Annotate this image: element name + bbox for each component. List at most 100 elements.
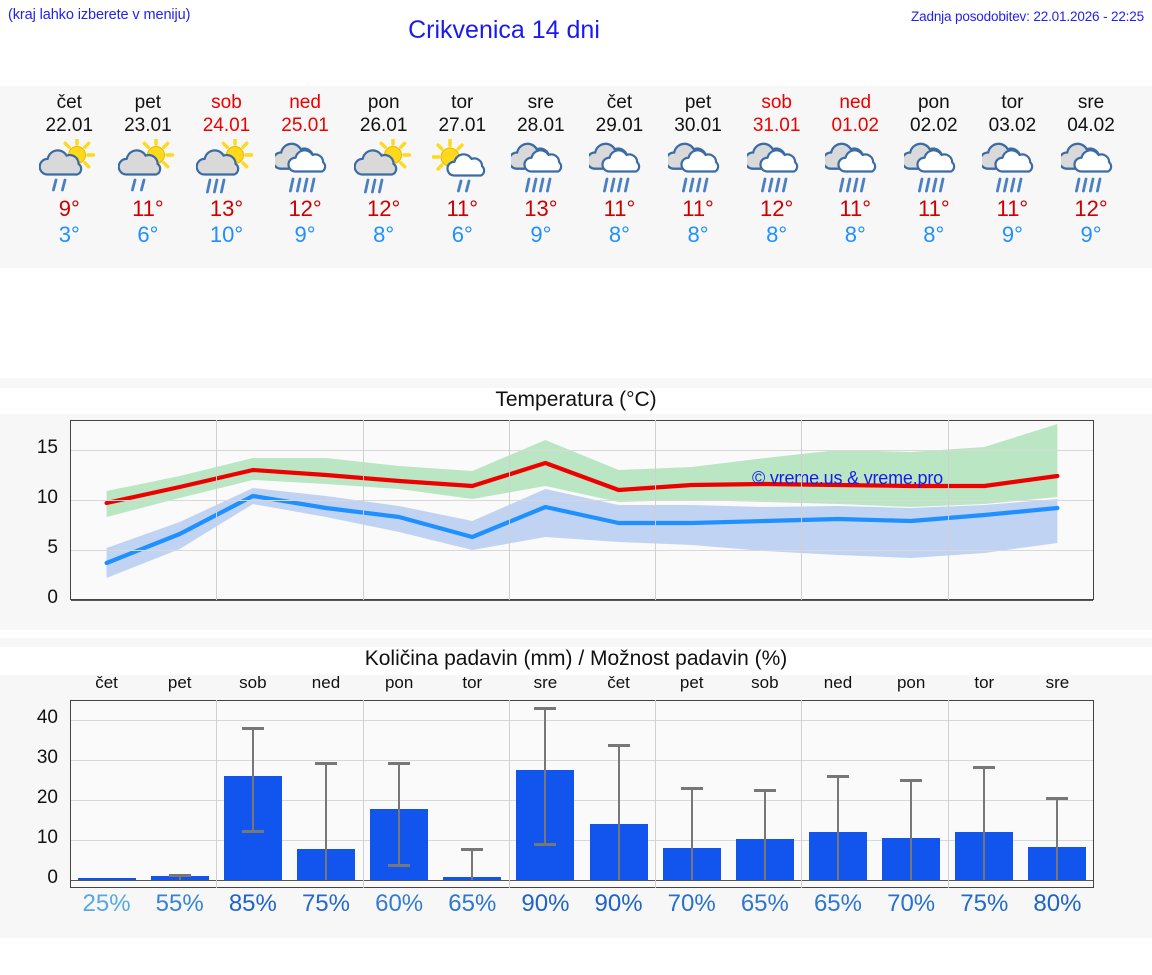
precipitation-error-cap-top — [315, 762, 337, 766]
page-title: Crikvenica 14 dni — [408, 16, 600, 44]
cloud-rain-icon — [746, 139, 807, 195]
day-column-24-01[interactable]: sob 24.01 13° 10° — [187, 86, 266, 268]
precipitation-day-label: pon — [384, 673, 414, 692]
day-of-week-label: pet — [134, 92, 162, 113]
temperature-zero-axis — [71, 600, 1093, 601]
precipitation-error-bar — [690, 786, 693, 880]
temperature-vertical-gridline — [801, 420, 803, 600]
precipitation-error-bar — [837, 774, 839, 880]
day-column-28-01[interactable]: sre 28.01 13° 9° — [502, 86, 581, 268]
day-column-25-01[interactable]: ned 25.01 12° 9° — [266, 86, 345, 268]
temperature-gridline — [71, 550, 1093, 551]
precipitation-day-label: pet — [167, 673, 192, 692]
precipitation-vertical-gridline — [508, 700, 510, 888]
precipitation-probability-label: 60% — [375, 890, 424, 917]
precipitation-probability-label: 85% — [228, 890, 277, 917]
day-column-29-01[interactable]: čet 29.01 11° 8° — [580, 86, 659, 268]
day-date-label: 28.01 — [517, 115, 565, 136]
precipitation-error-cap-top — [827, 774, 849, 778]
day-min-temp: 8° — [766, 222, 788, 247]
precipitation-chart-title: Količina padavin (mm) / Možnost padavin … — [0, 647, 1152, 675]
day-date-label: 01.02 — [831, 115, 879, 136]
cloud-rain-icon — [903, 139, 964, 195]
precipitation-vertical-gridline — [362, 700, 364, 888]
day-column-27-01[interactable]: tor 27.01 11° 6° — [423, 86, 502, 268]
day-column-31-01[interactable]: sob 31.01 12° 8° — [737, 86, 816, 268]
watermark-text: © vreme.us & vreme.pro — [752, 468, 943, 488]
precipitation-error-cap-top — [534, 706, 557, 710]
day-min-temp: 9° — [1001, 222, 1023, 247]
day-column-22-01[interactable]: čet 22.01 9° 3° — [30, 86, 109, 268]
day-date-label: 04.02 — [1067, 115, 1115, 136]
precipitation-gridline — [71, 880, 1093, 881]
precipitation-error-bar — [1056, 797, 1059, 880]
precipitation-vertical-gridline — [655, 700, 657, 888]
day-column-03-02[interactable]: tor 03.02 11° 9° — [973, 86, 1052, 268]
precipitation-error-cap-top — [241, 727, 264, 731]
daily-forecast-strip: čet 22.01 9° 3° pet 23.01 11° 6° sob 24.01 13° 1… — [0, 86, 1152, 268]
precipitation-chart: Količina padavin (mm) / Možnost padavin … — [0, 638, 1152, 938]
day-min-temp: 6° — [137, 222, 159, 247]
precipitation-day-label: sre — [1045, 673, 1070, 692]
sun-cloud-light-rain-icon — [39, 139, 99, 195]
temperature-y-tick: 5 — [47, 537, 58, 558]
cloud-rain-icon — [589, 139, 649, 195]
day-column-04-02[interactable]: sre 04.02 12° 9° — [1052, 86, 1131, 268]
precipitation-error-cap-top — [680, 786, 703, 790]
precipitation-probability-label: 65% — [813, 890, 862, 917]
precipitation-day-label: sre — [533, 673, 558, 692]
precipitation-day-label: tor — [974, 673, 995, 692]
precipitation-gridline — [71, 760, 1093, 761]
temperature-y-tick: 15 — [36, 437, 58, 458]
day-of-week-label: ned — [839, 92, 872, 113]
precipitation-gridline — [71, 800, 1093, 801]
cloud-rain-icon — [275, 139, 335, 195]
day-min-temp: 8° — [608, 222, 630, 247]
precipitation-probability-label: 70% — [667, 890, 716, 917]
precipitation-y-tick: 10 — [36, 827, 58, 848]
day-max-temp: 13° — [524, 196, 558, 221]
precipitation-bar[interactable] — [77, 878, 136, 880]
cloud-rain-icon — [982, 139, 1042, 195]
day-column-23-01[interactable]: pet 23.01 11° 6° — [109, 86, 188, 268]
cloud-rain-icon — [668, 139, 728, 195]
day-of-week-label: pet — [684, 92, 712, 113]
precipitation-vertical-gridline — [947, 700, 949, 888]
day-column-26-01[interactable]: pon 26.01 12° 8° — [344, 86, 423, 268]
precipitation-error-bar — [471, 848, 474, 880]
precipitation-error-cap-bottom — [241, 829, 264, 833]
precipitation-day-label: tor — [462, 673, 483, 692]
temperature-vertical-gridline — [508, 420, 510, 600]
precipitation-probability-label: 25% — [82, 890, 131, 917]
day-date-label: 23.01 — [124, 115, 172, 136]
day-of-week-label: sob — [211, 92, 242, 113]
precipitation-error-cap-top — [973, 766, 996, 769]
precipitation-probability-label: 55% — [155, 890, 204, 917]
last-updated-text: Zadnja posodobitev: 22.01.2026 - 22:25 — [911, 9, 1144, 24]
day-column-01-02[interactable]: ned 01.02 11° 8° — [816, 86, 895, 268]
day-max-temp: 11° — [996, 196, 1029, 221]
day-date-label: 25.01 — [281, 115, 329, 136]
precipitation-error-cap-top — [461, 848, 484, 851]
temperature-series-overlay — [104, 424, 1060, 578]
day-of-week-label: tor — [451, 92, 474, 113]
day-of-week-label: čet — [56, 92, 82, 113]
day-date-label: 22.01 — [45, 115, 94, 136]
precipitation-error-cap-top — [900, 779, 923, 783]
precipitation-vertical-gridline — [216, 700, 218, 888]
precipitation-day-label: sob — [751, 673, 779, 692]
precipitation-error-bar — [325, 762, 327, 880]
day-date-label: 24.01 — [202, 115, 251, 136]
day-max-temp: 13° — [209, 196, 244, 221]
day-of-week-label: tor — [1001, 92, 1024, 113]
temperature-vertical-gridline — [947, 420, 949, 600]
day-column-02-02[interactable]: pon 02.02 11° 8° — [895, 86, 974, 268]
temperature-gridline — [71, 500, 1093, 501]
day-column-30-01[interactable]: pet 30.01 11° 8° — [659, 86, 738, 268]
day-min-temp: 9° — [1080, 222, 1102, 247]
sun-cloud-rain-icon — [196, 139, 256, 195]
day-min-temp: 6° — [451, 222, 473, 247]
precipitation-error-cap-top — [753, 788, 776, 792]
precipitation-error-cap-top — [168, 874, 191, 878]
precipitation-day-label: pet — [679, 673, 704, 692]
